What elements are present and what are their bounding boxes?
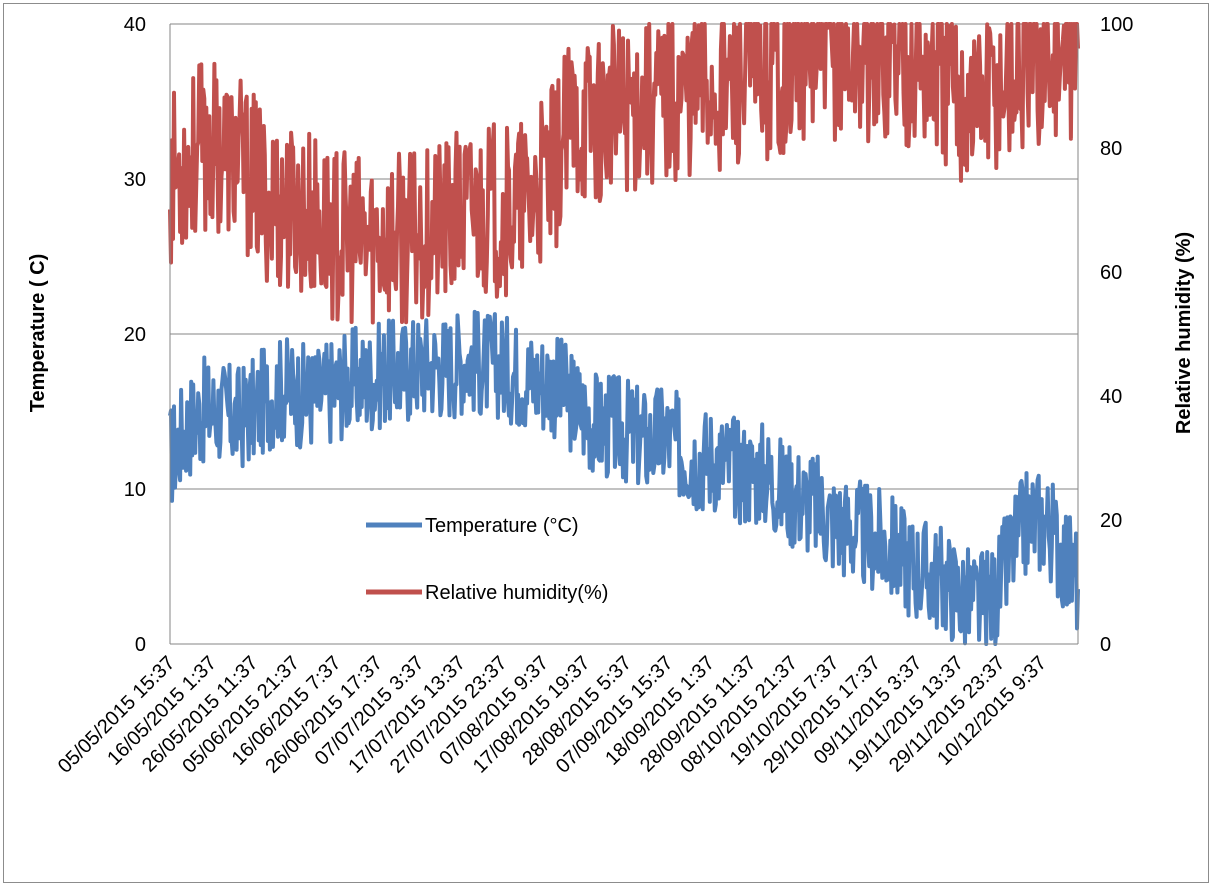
y-axis-right-title: Relative humidity (%) — [1173, 232, 1195, 434]
gridlines — [170, 23, 1078, 490]
series-layer — [168, 22, 1080, 646]
y-left-tick-label: 20 — [124, 324, 146, 346]
temperature-series-line — [168, 309, 1080, 646]
y-right-tick-label: 60 — [1100, 262, 1122, 284]
axes — [169, 24, 1079, 645]
y-right-tick-label: 0 — [1100, 634, 1111, 656]
y-left-tick-label: 30 — [124, 169, 146, 191]
y-left-tick-label: 0 — [135, 634, 146, 656]
legend-label-temperature: Temperature (°C) — [425, 515, 579, 537]
y-right-tick-label: 100 — [1100, 14, 1133, 36]
y-right-tick-label: 20 — [1100, 510, 1122, 532]
legend: Temperature (°C) Relative humidity(%) — [366, 515, 608, 604]
y-left-tick-label: 10 — [124, 479, 146, 501]
y-axis-left-title: Temperature ( C) — [27, 254, 49, 413]
humidity-series-line — [168, 22, 1080, 325]
y-right-tick-label: 80 — [1100, 138, 1122, 160]
y-right-tick-label: 40 — [1100, 386, 1122, 408]
y-left-tick-label: 40 — [124, 14, 146, 36]
legend-label-humidity: Relative humidity(%) — [425, 582, 608, 604]
